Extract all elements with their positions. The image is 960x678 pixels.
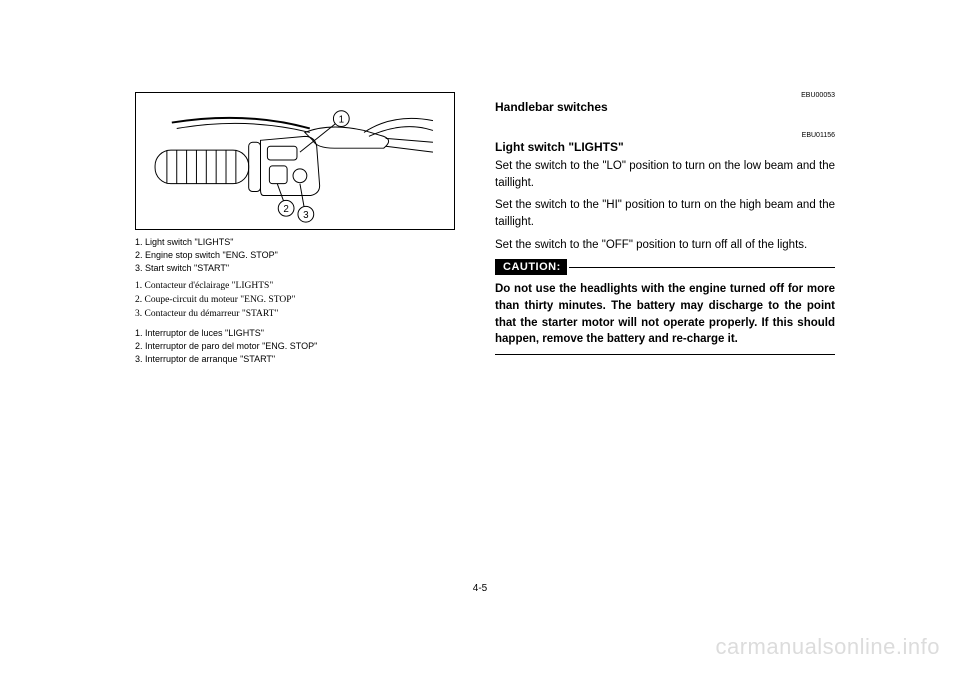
caption-fr-3: 3. Contacteur du démarreur "START": [135, 308, 455, 321]
callout-3: 3: [303, 210, 309, 221]
right-column: EBU00053 Handlebar switches EBU01156 Lig…: [495, 92, 835, 366]
caption-fr-1: 1. Contacteur d'éclairage "LIGHTS": [135, 280, 455, 293]
caption-en: 1. Light switch "LIGHTS" 2. Engine stop …: [135, 236, 455, 274]
content-area: 1 2 3 1. Light switch "LIGHTS" 2. Engine…: [135, 92, 835, 366]
handlebar-illustration: 1 2 3: [136, 93, 454, 229]
caution-header: CAUTION:: [495, 259, 835, 275]
caption-es-3: 3. Interruptor de arranque "START": [135, 353, 455, 365]
ref-code-1: EBU00053: [495, 92, 835, 99]
para-2: Set the switch to the "HI" position to t…: [495, 197, 835, 230]
page-number: 4-5: [0, 583, 960, 594]
caution-text: Do not use the headlights with the engin…: [495, 281, 835, 348]
callout-1: 1: [339, 115, 344, 126]
caution-label: CAUTION:: [495, 259, 567, 275]
caption-es-1: 1. Interruptor de luces "LIGHTS": [135, 327, 455, 339]
caution-rule: [569, 267, 835, 268]
end-rule: [495, 354, 835, 355]
manual-page: 1 2 3 1. Light switch "LIGHTS" 2. Engine…: [0, 0, 960, 678]
caption-en-3: 3. Start switch "START": [135, 262, 455, 274]
para-1: Set the switch to the "LO" position to t…: [495, 158, 835, 191]
caption-es: 1. Interruptor de luces "LIGHTS" 2. Inte…: [135, 327, 455, 365]
caption-en-1: 1. Light switch "LIGHTS": [135, 236, 455, 248]
left-column: 1 2 3 1. Light switch "LIGHTS" 2. Engine…: [135, 92, 455, 366]
caption-fr: 1. Contacteur d'éclairage "LIGHTS" 2. Co…: [135, 280, 455, 320]
sub-heading: Light switch "LIGHTS": [495, 140, 835, 154]
caption-en-2: 2. Engine stop switch "ENG. STOP": [135, 249, 455, 261]
ref-code-2: EBU01156: [495, 132, 835, 139]
callout-2: 2: [283, 204, 288, 215]
section-heading: Handlebar switches: [495, 100, 835, 114]
handlebar-figure: 1 2 3: [135, 92, 455, 230]
caption-es-2: 2. Interruptor de paro del motor "ENG. S…: [135, 340, 455, 352]
caption-fr-2: 2. Coupe-circuit du moteur "ENG. STOP": [135, 294, 455, 307]
para-3: Set the switch to the "OFF" position to …: [495, 237, 835, 254]
watermark: carmanualsonline.info: [715, 634, 940, 660]
